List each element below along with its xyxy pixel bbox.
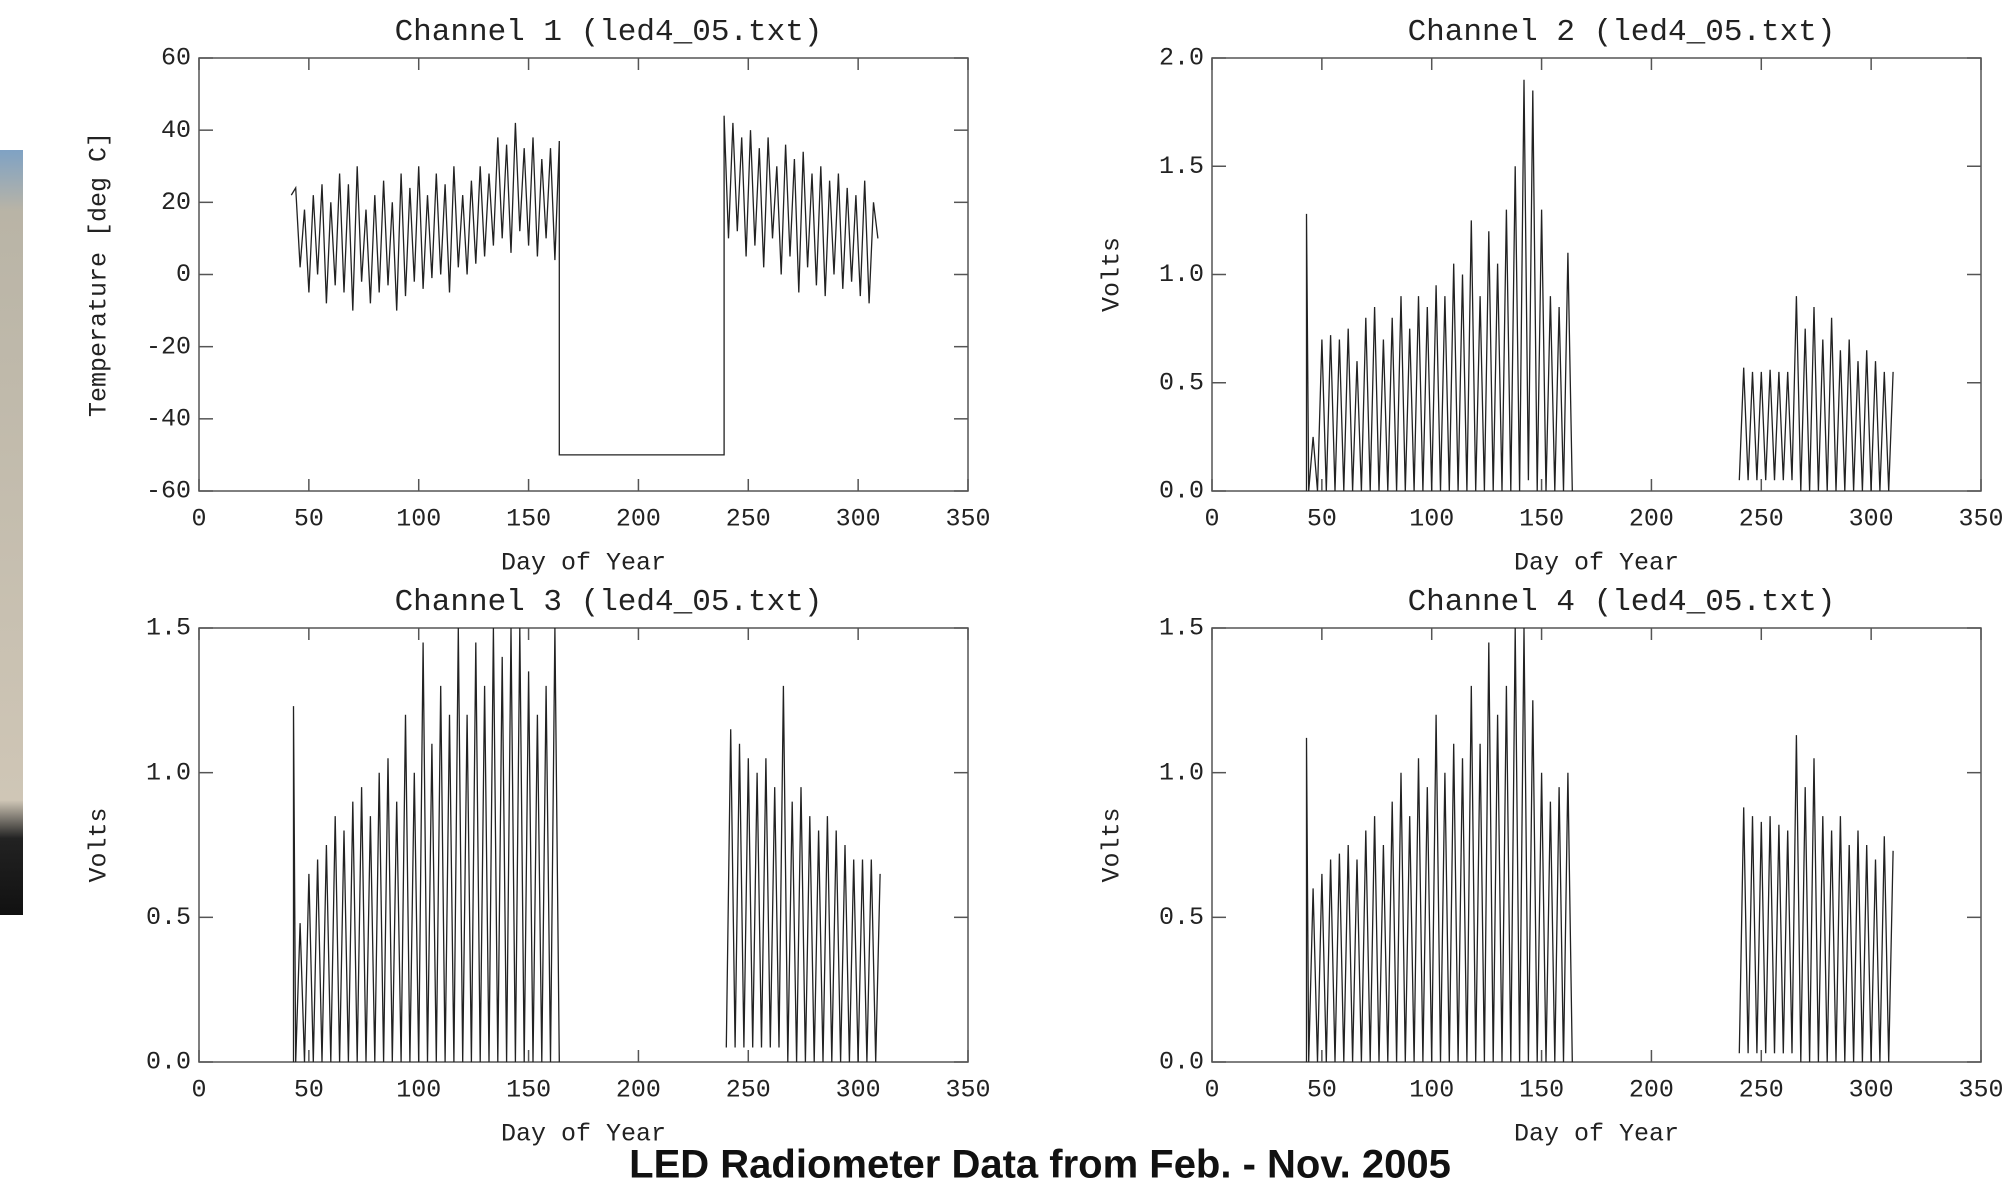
x-tick-label: 250 <box>726 505 771 534</box>
chart-title: Channel 3 (led4_05.txt) <box>395 585 823 620</box>
y-tick-label: 0 <box>176 260 191 289</box>
x-tick-label: 150 <box>1519 505 1564 534</box>
y-tick-label: 2.0 <box>1159 44 1204 73</box>
y-tick-label: 0.5 <box>1159 368 1204 397</box>
x-tick-label: 100 <box>396 505 441 534</box>
y-tick-label: 0.0 <box>1159 1048 1204 1077</box>
y-tick-label: 1.5 <box>146 614 191 643</box>
x-tick-label: 300 <box>1849 505 1894 534</box>
data-line <box>290 115 879 456</box>
x-axis-label: Day of Year <box>501 1120 666 1149</box>
y-tick-label: 0.5 <box>146 903 191 932</box>
y-tick-label: 40 <box>161 116 191 145</box>
x-tick-label: 50 <box>1307 505 1337 534</box>
x-tick-label: 350 <box>1958 505 2003 534</box>
x-tick-label: 200 <box>1629 1076 1674 1105</box>
chart-title: Channel 4 (led4_05.txt) <box>1408 585 1836 620</box>
x-tick-label: 200 <box>616 505 661 534</box>
x-tick-label: 300 <box>836 505 881 534</box>
y-axis-label: Temperature [deg C] <box>85 132 114 417</box>
x-axis-label: Day of Year <box>501 549 666 578</box>
y-axis-label: Volts <box>1098 237 1127 312</box>
x-tick-label: 100 <box>1409 1076 1454 1105</box>
y-tick-label: 1.0 <box>1159 260 1204 289</box>
x-axis-label: Day of Year <box>1514 549 1679 578</box>
x-tick-label: 250 <box>1739 505 1784 534</box>
x-tick-label: 100 <box>396 1076 441 1105</box>
data-line <box>292 627 881 1063</box>
y-tick-label: -20 <box>146 332 191 361</box>
y-tick-label: 1.5 <box>1159 152 1204 181</box>
plot-frame <box>198 627 969 1063</box>
plot-frame <box>198 57 969 492</box>
x-tick-label: 300 <box>836 1076 881 1105</box>
x-tick-label: 250 <box>726 1076 771 1105</box>
caption: LED Radiometer Data from Feb. - Nov. 200… <box>629 1143 1451 1187</box>
x-tick-label: 150 <box>506 505 551 534</box>
y-tick-label: 0.0 <box>1159 477 1204 506</box>
y-tick-label: 60 <box>161 44 191 73</box>
x-tick-label: 350 <box>945 1076 990 1105</box>
x-tick-label: 350 <box>1958 1076 2003 1105</box>
x-tick-label: 0 <box>191 1076 206 1105</box>
x-axis-label: Day of Year <box>1514 1120 1679 1149</box>
x-tick-label: 0 <box>1204 505 1219 534</box>
plot-frame <box>1211 627 1982 1063</box>
plot-frame <box>1211 57 1982 492</box>
chart-title: Channel 1 (led4_05.txt) <box>395 15 823 50</box>
y-tick-label: 1.5 <box>1159 614 1204 643</box>
x-tick-label: 50 <box>1307 1076 1337 1105</box>
chart-title: Channel 2 (led4_05.txt) <box>1408 15 1836 50</box>
y-tick-label: 1.0 <box>1159 758 1204 787</box>
x-tick-label: 0 <box>191 505 206 534</box>
photo-strip <box>0 150 23 915</box>
y-axis-label: Volts <box>1098 807 1127 882</box>
x-tick-label: 50 <box>294 1076 324 1105</box>
x-tick-label: 350 <box>945 505 990 534</box>
y-tick-label: 0.5 <box>1159 903 1204 932</box>
x-tick-label: 0 <box>1204 1076 1219 1105</box>
y-axis-label: Volts <box>85 807 114 882</box>
x-tick-label: 100 <box>1409 505 1454 534</box>
data-line <box>1305 79 1894 492</box>
y-tick-label: 20 <box>161 188 191 217</box>
x-tick-label: 250 <box>1739 1076 1784 1105</box>
y-tick-label: -40 <box>146 404 191 433</box>
data-line <box>1305 627 1894 1063</box>
x-tick-label: 200 <box>616 1076 661 1105</box>
y-tick-label: 1.0 <box>146 758 191 787</box>
x-tick-label: 150 <box>1519 1076 1564 1105</box>
x-tick-label: 150 <box>506 1076 551 1105</box>
y-tick-label: -60 <box>146 477 191 506</box>
x-tick-label: 200 <box>1629 505 1674 534</box>
x-tick-label: 50 <box>294 505 324 534</box>
y-tick-label: 0.0 <box>146 1048 191 1077</box>
x-tick-label: 300 <box>1849 1076 1894 1105</box>
